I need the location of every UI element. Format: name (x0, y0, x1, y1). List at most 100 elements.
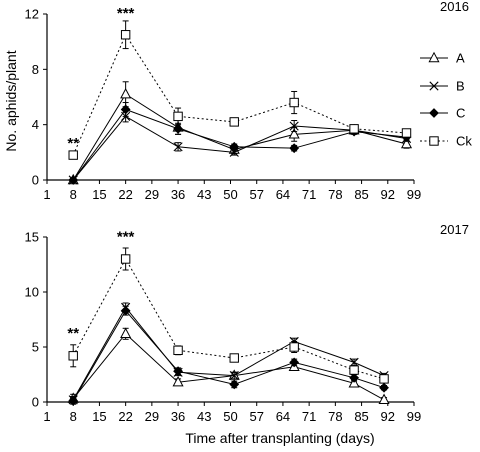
legend-item-ck: Ck (420, 134, 472, 149)
data-point-ck (289, 97, 299, 108)
series-line-ck (72, 257, 385, 380)
series-b (68, 302, 389, 405)
x-tick-label: 99 (407, 409, 421, 424)
data-point-b-stroke-2 (289, 121, 299, 131)
x-axis-title: Time after transplanting (days) (185, 430, 374, 446)
data-point-a (288, 128, 300, 139)
x-tick-label: 50 (223, 409, 237, 424)
legend-item-c: C (420, 106, 465, 121)
data-point-a (120, 327, 132, 338)
x-tick-label: 57 (249, 187, 263, 202)
series-c (68, 305, 389, 406)
x-tick-label: 92 (381, 409, 395, 424)
x-tick-label: 78 (328, 187, 342, 202)
series-a (67, 81, 413, 185)
data-point-a (120, 87, 132, 99)
data-point-ck (120, 30, 131, 40)
data-point-c (379, 382, 389, 393)
data-point-b (229, 371, 239, 381)
data-point-a (400, 137, 413, 149)
data-point-c (229, 379, 240, 390)
data-point-b (173, 142, 183, 152)
legend-label: B (456, 79, 465, 94)
x-tick-label: 92 (381, 187, 395, 202)
legend: ABC Ck (420, 51, 472, 149)
x-tick-label: 22 (118, 409, 132, 424)
data-point-ck (173, 111, 183, 122)
data-point-ck (68, 150, 78, 160)
x-tick-label: 99 (407, 187, 421, 202)
y-tick-label: 0 (32, 173, 39, 188)
legend-marker (429, 108, 439, 118)
series-b (68, 110, 412, 185)
y-tick-label: 15 (25, 230, 39, 245)
series-line-c (72, 309, 385, 402)
x-tick-label: 15 (92, 187, 106, 202)
legend-label: C (456, 106, 465, 121)
y-tick-label: 12 (25, 7, 39, 22)
x-tick-label: 78 (328, 409, 342, 424)
data-point-a (378, 393, 390, 404)
legend-marker (429, 81, 439, 91)
series-c (68, 102, 412, 185)
x-tick-label: 64 (276, 409, 290, 424)
x-tick-label: 1 (43, 409, 50, 424)
legend-item-a: A (420, 51, 465, 66)
chart-panel-2017: 0 5 10 15 1 8 15 22 29 36 43 50 57 64 71 78 85 92 99 2017 **… (25, 222, 469, 424)
data-point-b (289, 121, 299, 131)
series-ck (68, 247, 389, 384)
data-point-ck (229, 353, 239, 363)
x-tick-label: 85 (354, 187, 368, 202)
data-point-ck (289, 342, 299, 352)
data-point-b-stroke-2 (229, 371, 239, 381)
data-point-c (289, 143, 300, 154)
series-line-a (72, 333, 385, 401)
significance-annotation: ** (67, 135, 79, 152)
data-point-ck (379, 374, 389, 384)
x-tick-label: 36 (171, 409, 185, 424)
y-tick-label: 0 (32, 395, 39, 410)
x-tick-label: 8 (70, 187, 77, 202)
series-a (67, 327, 390, 404)
significance-annotation: *** (117, 228, 135, 245)
significance-annotation: ** (67, 325, 79, 342)
x-tick-label: 50 (223, 187, 237, 202)
year-label: 2016 (440, 0, 469, 14)
series-ck (68, 20, 412, 160)
x-tick-label: 71 (302, 187, 316, 202)
data-point-ck (349, 124, 359, 134)
legend-label: Ck (456, 134, 472, 149)
y-tick-label: 8 (32, 62, 39, 77)
data-point-c (120, 104, 131, 115)
data-point-c (173, 366, 183, 377)
x-tick-label: 8 (70, 409, 77, 424)
data-point-c (289, 357, 300, 368)
x-tick-label: 1 (43, 187, 50, 202)
data-point-b-stroke-2 (173, 142, 183, 152)
x-tick-label: 29 (145, 187, 159, 202)
x-tick-label: 57 (249, 409, 263, 424)
data-point-ck (173, 345, 183, 356)
data-point-ck (229, 117, 239, 127)
data-point-ck (68, 351, 78, 361)
legend-marker (428, 51, 440, 63)
x-tick-label: 71 (302, 409, 316, 424)
x-tick-label: 15 (92, 409, 106, 424)
y-tick-label: 10 (25, 285, 39, 300)
data-point-a (172, 375, 184, 387)
chart-panel-2016: 0 4 8 12 1 8 15 22 29 36 43 50 57 64 71 78 85 92 99 No. aph… (3, 0, 469, 202)
y-axis-title: No. aphids/plant (3, 50, 19, 151)
legend-label: A (456, 51, 465, 66)
legend-item-b: B (420, 79, 465, 94)
x-tick-label: 64 (276, 187, 290, 202)
data-point-c (120, 305, 131, 316)
data-point-ck (349, 365, 359, 375)
legend-marker (429, 136, 439, 146)
year-label: 2017 (440, 222, 469, 237)
data-point-c (173, 123, 183, 134)
x-tick-label: 36 (171, 187, 185, 202)
legend-marker-stroke-2 (429, 81, 439, 91)
data-point-ck (401, 128, 412, 138)
data-point-ck (120, 254, 131, 264)
